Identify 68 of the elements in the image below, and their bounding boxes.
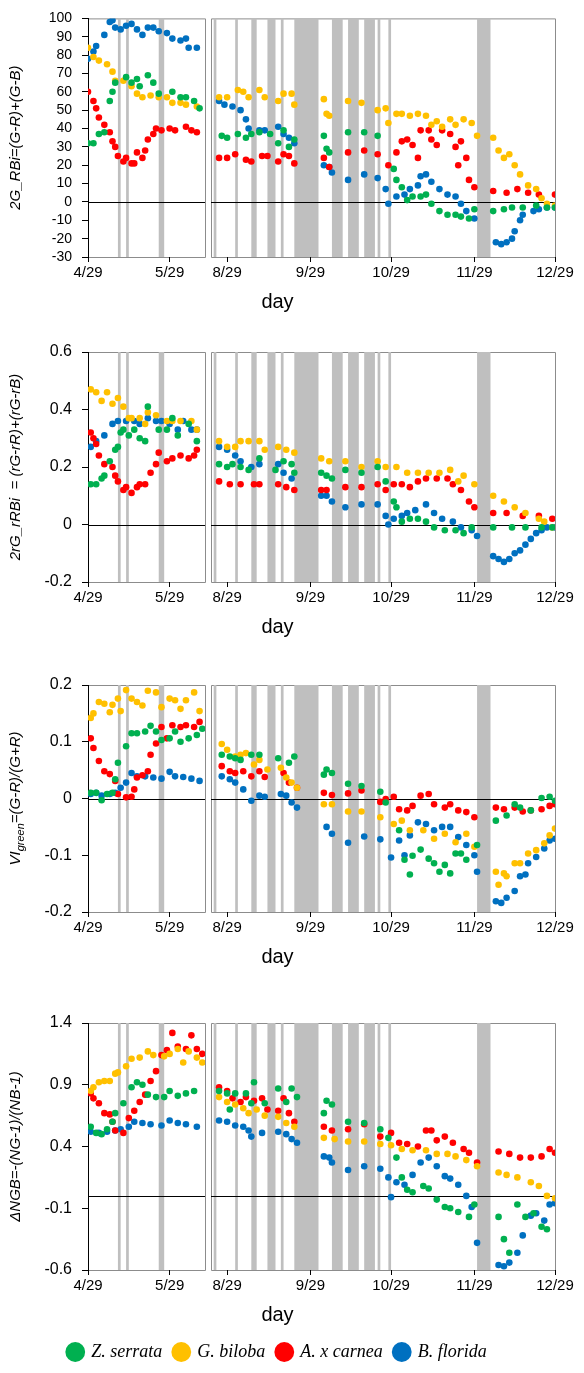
x-tick-label: 11/29 <box>456 918 493 936</box>
x-tick-label: 5/29 <box>155 918 185 936</box>
y-tick-label: 70 <box>56 64 73 81</box>
legend-label: G. biloba <box>197 1340 266 1361</box>
x-tick-label: 9/29 <box>295 263 326 281</box>
x-tick-label: 10/29 <box>372 588 410 606</box>
x-tick-label: 10/29 <box>372 1276 410 1294</box>
x-tick-label: 9/29 <box>295 588 326 606</box>
y-tick-label: 0.9 <box>49 1075 73 1093</box>
y-tick-label: 30 <box>56 137 73 154</box>
y-tick-label: 50 <box>56 101 73 118</box>
legend-label: B. florida <box>417 1340 487 1361</box>
y-tick-label: -0.1 <box>44 1198 73 1216</box>
y-tick-label: 100 <box>48 9 73 26</box>
y-tick-label: 0 <box>63 788 73 806</box>
y-tick-label: 80 <box>56 45 73 62</box>
y-tick-label: -0.2 <box>44 902 73 920</box>
y-tick-label: -0.1 <box>44 845 73 863</box>
x-tick-label: 4/29 <box>73 1276 103 1294</box>
legend-label: Z. serrata <box>91 1340 163 1361</box>
y-tick-label: -20 <box>51 229 73 246</box>
y-axis-title: ΔNGB=-(NG-1)/(NB-1) <box>6 1071 24 1223</box>
x-tick-label: 11/29 <box>456 588 493 606</box>
y-tick-label: 0.4 <box>49 1136 73 1154</box>
x-tick-label: 4/29 <box>73 918 103 936</box>
y-tick-label: -0.2 <box>44 572 73 590</box>
x-tick-label: 5/29 <box>155 263 185 281</box>
y-tick-label: 0.2 <box>49 675 73 693</box>
y-tick-label: 60 <box>56 82 73 99</box>
x-tick-label: 5/29 <box>155 588 185 606</box>
y-tick-label: 40 <box>56 119 73 136</box>
x-axis-title: day <box>261 944 294 967</box>
y-tick-label: 0 <box>63 514 73 532</box>
x-tick-label: 12/29 <box>536 1276 574 1294</box>
x-tick-label: 11/29 <box>456 1276 493 1294</box>
y-tick-label: 90 <box>56 27 73 44</box>
y-tick-label: -10 <box>51 211 73 228</box>
y-tick-label: 1.4 <box>49 1013 73 1031</box>
legend-label: A. x carnea <box>299 1340 383 1361</box>
x-tick-label: 8/29 <box>212 918 242 936</box>
y-axis-title: 2G_RBi=(G-R)+(G-B) <box>6 65 24 211</box>
x-tick-label: 12/29 <box>536 588 574 606</box>
y-tick-label: -30 <box>51 247 73 264</box>
x-tick-label: 8/29 <box>212 263 242 281</box>
y-tick-label: -0.6 <box>44 1260 73 1278</box>
y-tick-label: 0.4 <box>49 399 73 417</box>
x-axis-title: day <box>261 614 294 637</box>
y-tick-label: 0.2 <box>49 457 73 475</box>
x-tick-label: 4/29 <box>73 263 103 281</box>
x-tick-label: 8/29 <box>212 1276 242 1294</box>
x-tick-label: 4/29 <box>73 588 103 606</box>
x-tick-label: 9/29 <box>295 1276 326 1294</box>
x-tick-label: 10/29 <box>372 918 410 936</box>
y-axis-title: 2rG_rRBi = (rG-rR)+(rG-rB) <box>6 373 24 562</box>
y-tick-label: 0.6 <box>49 342 73 360</box>
x-axis-title: day <box>261 289 294 312</box>
x-axis-title: day <box>261 1302 294 1325</box>
x-tick-label: 9/29 <box>295 918 326 936</box>
x-tick-label: 12/29 <box>536 263 574 281</box>
x-tick-label: 8/29 <box>212 588 242 606</box>
x-tick-label: 11/29 <box>456 263 493 281</box>
x-tick-label: 5/29 <box>155 1276 185 1294</box>
y-tick-label: 0.1 <box>49 732 73 750</box>
y-tick-label: 20 <box>56 156 73 173</box>
y-tick-label: 0 <box>64 192 73 209</box>
x-tick-label: 10/29 <box>372 263 410 281</box>
y-tick-label: 10 <box>56 174 73 191</box>
x-tick-label: 12/29 <box>536 918 574 936</box>
